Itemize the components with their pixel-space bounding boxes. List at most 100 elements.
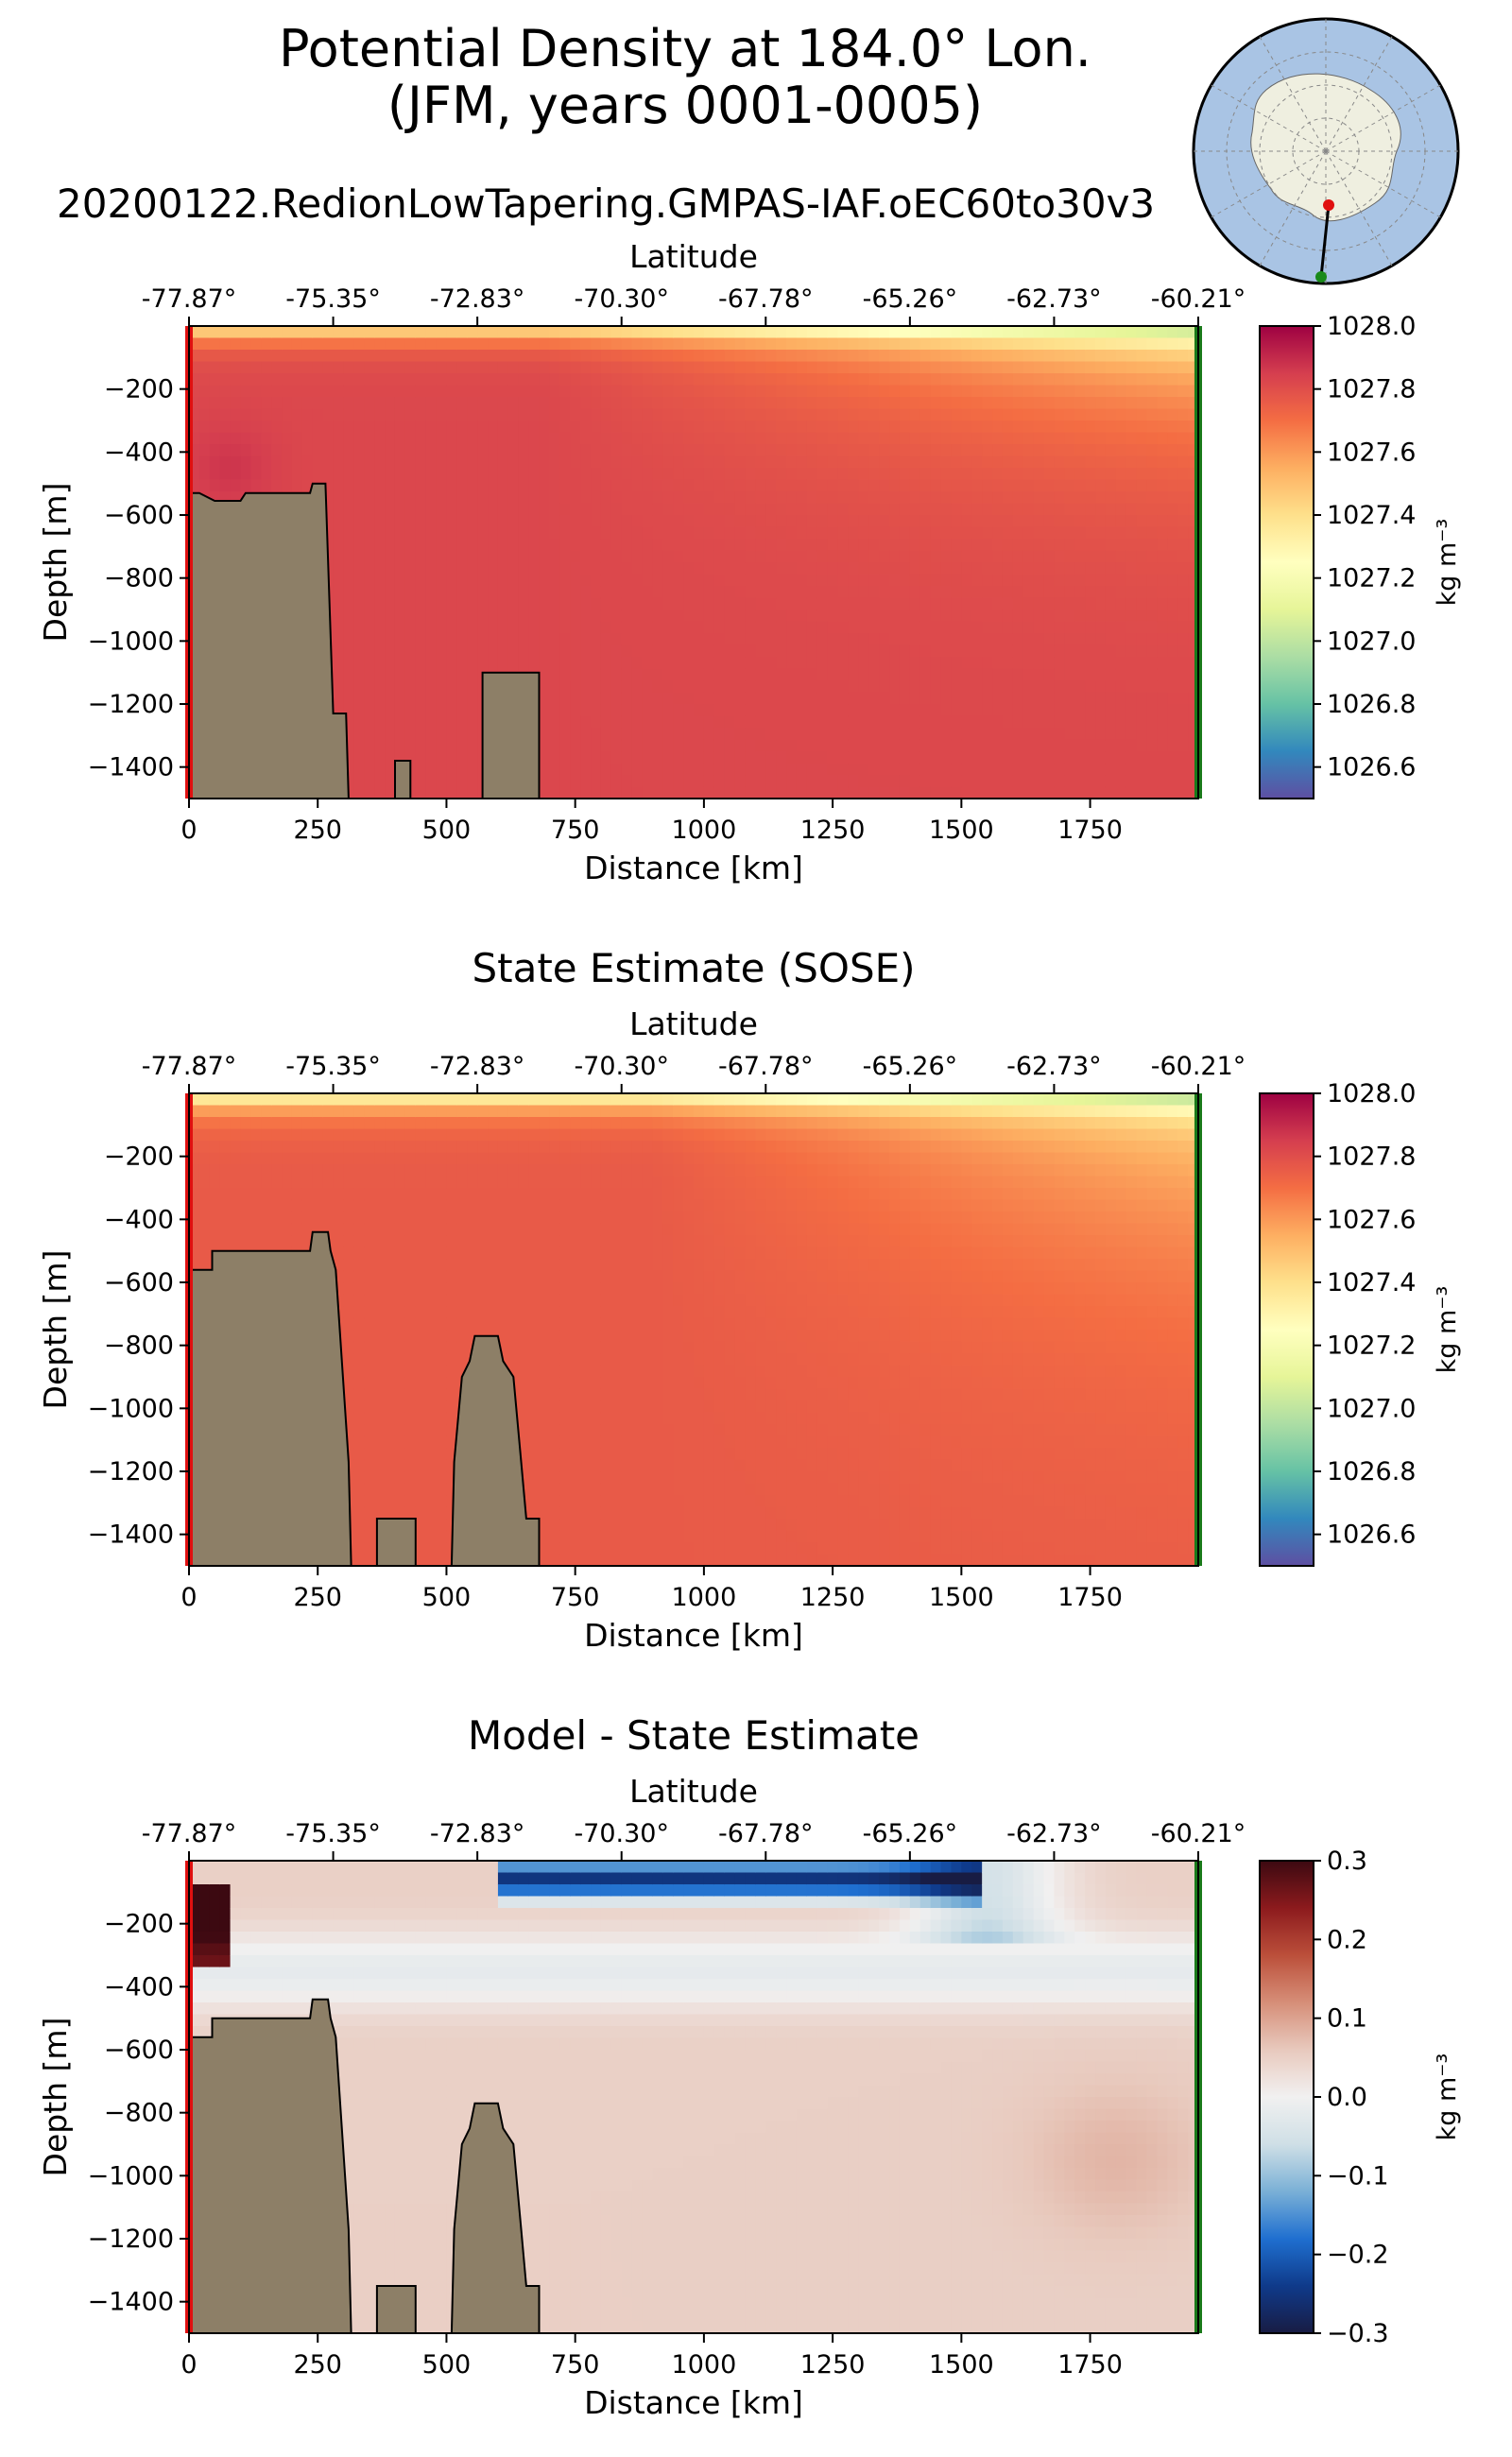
heatmap-cell (1002, 728, 1014, 741)
heatmap-cell (385, 503, 396, 516)
heatmap-cell (879, 337, 890, 351)
heatmap-cell (806, 515, 818, 528)
heatmap-cell (1177, 550, 1189, 563)
heatmap-cell (1033, 751, 1045, 765)
heatmap-cell (1136, 350, 1148, 363)
heatmap-cell (1022, 503, 1035, 516)
heatmap-cell (1125, 586, 1138, 599)
heatmap-cell (1125, 526, 1138, 540)
heatmap-cell (446, 644, 457, 658)
heatmap-cell (1115, 385, 1127, 398)
heatmap-cell (652, 763, 663, 776)
heatmap-cell (467, 350, 478, 363)
heatmap-cell (1012, 539, 1024, 552)
heatmap-cell (404, 421, 417, 434)
heatmap-cell (467, 633, 478, 646)
heatmap-cell (1033, 704, 1045, 717)
heatmap-cell (673, 633, 684, 646)
colorbar-tick-label: 1027.0 (1327, 627, 1416, 656)
heatmap-cell (930, 692, 942, 705)
heatmap-cell (1105, 350, 1117, 363)
heatmap-cell (1105, 775, 1117, 788)
heatmap-cell (322, 385, 335, 398)
heatmap-cell (271, 326, 283, 339)
heatmap-cell (755, 739, 766, 752)
heatmap-cell (374, 621, 386, 634)
heatmap-cell (282, 1199, 293, 1212)
heatmap-cell (1064, 692, 1075, 705)
heatmap-cell (879, 385, 890, 398)
heatmap-cell (673, 350, 684, 363)
heatmap-cell (858, 574, 869, 587)
heatmap-cell (291, 408, 303, 421)
heatmap-cell (662, 550, 674, 563)
heatmap-cell (1167, 704, 1178, 717)
heatmap-cell (919, 479, 932, 492)
heatmap-cell (477, 644, 489, 658)
heatmap-cell (940, 562, 953, 576)
heatmap-cell (858, 503, 869, 516)
heatmap-cell (1054, 550, 1065, 563)
heatmap-cell (230, 326, 242, 339)
heatmap-cell (1177, 421, 1189, 434)
heatmap-cell (559, 574, 571, 587)
heatmap-cell (528, 468, 541, 481)
heatmap-cell (1012, 421, 1024, 434)
heatmap-cell (796, 633, 808, 646)
heatmap-cell (1157, 326, 1168, 339)
heatmap-cell (652, 574, 663, 587)
heatmap-cell (353, 644, 365, 658)
heatmap-cell (868, 326, 880, 339)
heatmap-cell (642, 728, 654, 741)
heatmap-cell (230, 1211, 242, 1225)
heatmap-cell (745, 728, 756, 741)
heatmap-cell (1095, 633, 1107, 646)
heatmap-cell (271, 455, 283, 469)
heatmap-cell (1125, 539, 1138, 552)
heatmap-cell (673, 680, 684, 694)
heatmap-cell (858, 739, 869, 752)
heatmap-cell (930, 539, 942, 552)
heatmap-cell (745, 668, 756, 681)
heatmap-cell (385, 751, 396, 765)
heatmap-cell (621, 680, 633, 694)
heatmap-cell (982, 491, 993, 505)
heatmap-cell (796, 337, 808, 351)
heatmap-cell (415, 503, 427, 516)
heatmap-cell (415, 444, 427, 457)
heatmap-cell (1125, 633, 1138, 646)
heatmap-cell (1074, 337, 1086, 351)
heatmap-cell (497, 373, 509, 387)
heatmap-cell (446, 432, 457, 445)
top-tick-label: -62.73° (1006, 284, 1102, 314)
heatmap-cell (631, 444, 644, 457)
heatmap-cell (827, 728, 839, 741)
heatmap-cell (539, 479, 551, 492)
heatmap-cell (570, 385, 581, 398)
heatmap-cell (507, 610, 520, 623)
heatmap-cell (1095, 763, 1107, 776)
heatmap-cell (899, 408, 911, 421)
heatmap-cell (992, 751, 1004, 765)
heatmap-cell (909, 421, 921, 434)
heatmap-cell (992, 397, 1004, 410)
heatmap-cell (796, 668, 808, 681)
heatmap-cell (301, 1188, 314, 1201)
heatmap-cell (497, 644, 509, 658)
heatmap-cell (230, 408, 242, 421)
heatmap-cell (385, 763, 396, 776)
heatmap-cell (333, 1093, 345, 1107)
heatmap-cell (333, 1105, 345, 1118)
heatmap-cell (528, 610, 541, 623)
heatmap-cell (724, 775, 736, 788)
heatmap-cell (415, 704, 427, 717)
heatmap-cell (271, 385, 283, 398)
heatmap-cell (591, 479, 602, 492)
heatmap-cell (539, 586, 551, 599)
heatmap-cell (1054, 763, 1065, 776)
heatmap-cell (816, 550, 829, 563)
heatmap-cell (250, 1188, 262, 1201)
heatmap-cell (971, 373, 983, 387)
heatmap-cell (683, 692, 695, 705)
heatmap-cell (868, 421, 880, 434)
